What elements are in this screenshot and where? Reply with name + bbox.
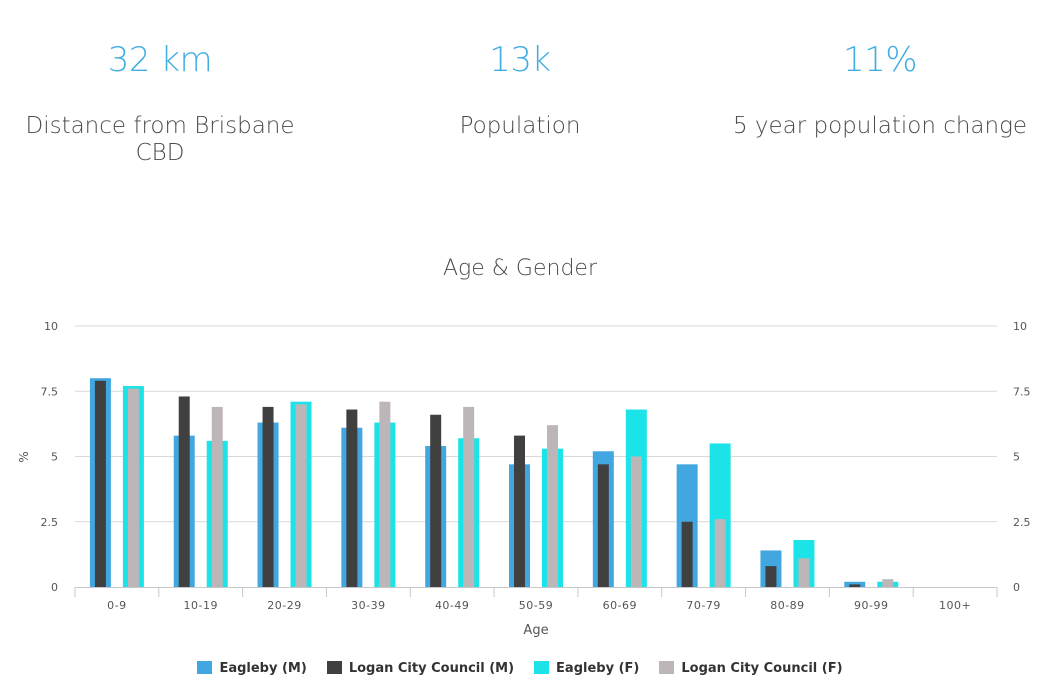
legend-item[interactable]: Eagleby (F) — [534, 661, 639, 676]
stat-distance-label: Distance from Brisbane CBD — [25, 113, 295, 166]
legend-swatch — [534, 661, 550, 674]
bar-logan-f — [379, 401, 391, 587]
x-tick-label: 50-59 — [519, 599, 553, 612]
stat-population-change-value: 11% — [842, 40, 918, 80]
legend-item[interactable]: Logan City Council (M) — [326, 661, 515, 676]
bar-logan-m — [765, 566, 777, 587]
x-tick-label: 70-79 — [686, 599, 720, 612]
y-axis-label: % — [17, 451, 31, 462]
bar-logan-f — [127, 388, 139, 587]
y-tick-label-right: 7.5 — [1013, 385, 1031, 398]
bar-logan-f — [882, 579, 894, 587]
y-tick-label-left: 0 — [51, 581, 58, 594]
y-tick-label-right: 0 — [1013, 581, 1020, 594]
bar-logan-m — [597, 464, 609, 587]
x-tick-label: 60-69 — [603, 599, 637, 612]
legend-label: Eagleby (F) — [556, 661, 640, 676]
x-tick-label: 20-29 — [267, 599, 301, 612]
y-tick-label-left: 5 — [51, 451, 58, 464]
x-axis-label: Age — [523, 623, 548, 638]
bar-logan-f — [630, 456, 642, 587]
bar-logan-f — [547, 425, 558, 587]
bar-logan-f — [211, 406, 223, 587]
x-tick-label: 40-49 — [435, 599, 469, 612]
x-tick-label: 30-39 — [351, 599, 385, 612]
x-tick-label: 80-89 — [770, 599, 804, 612]
y-tick-label-right: 10 — [1013, 320, 1027, 333]
legend-label: Logan City Council (M) — [348, 661, 515, 676]
x-tick-label: 0-9 — [107, 599, 126, 612]
x-tick-label: 10-19 — [183, 599, 217, 612]
stat-population-value: 13k — [489, 40, 551, 80]
y-tick-label-left: 2.5 — [41, 516, 59, 529]
legend-swatch — [659, 661, 675, 674]
x-tick-label: 90-99 — [854, 599, 888, 612]
legend-label: Logan City Council (F) — [681, 661, 843, 676]
stat-population-change-label: 5 year population change — [732, 113, 1028, 139]
y-tick-label-left: 7.5 — [41, 385, 59, 398]
legend-label: Eagleby (M) — [219, 661, 307, 676]
x-tick-label: 100+ — [939, 599, 971, 612]
legend-item[interactable]: Logan City Council (F) — [659, 661, 843, 676]
bar-logan-m — [430, 414, 442, 587]
legend-swatch — [326, 661, 342, 674]
bar-logan-m — [262, 406, 274, 587]
bar-logan-m — [346, 409, 358, 587]
y-tick-label-right: 5 — [1013, 451, 1020, 464]
legend-swatch — [197, 661, 213, 674]
bar-logan-m — [681, 521, 693, 587]
bar-logan-f — [463, 406, 475, 587]
stat-distance-value: 32 km — [107, 40, 213, 80]
legend-item[interactable]: Eagleby (M) — [197, 661, 307, 676]
stat-population-label: Population — [459, 113, 581, 139]
bar-logan-f — [714, 519, 726, 587]
y-tick-label-right: 2.5 — [1013, 516, 1031, 529]
bar-logan-m — [849, 584, 861, 587]
bar-logan-m — [94, 380, 106, 587]
chart-title: Age & Gender — [443, 256, 597, 281]
chart-legend: Eagleby (M) Logan City Council (M) Eagleby… — [0, 661, 1040, 676]
bar-logan-m — [514, 435, 525, 587]
bar-logan-f — [798, 558, 810, 587]
bar-logan-f — [295, 404, 307, 587]
bar-logan-m — [178, 396, 190, 587]
y-tick-label-left: 10 — [44, 320, 58, 333]
